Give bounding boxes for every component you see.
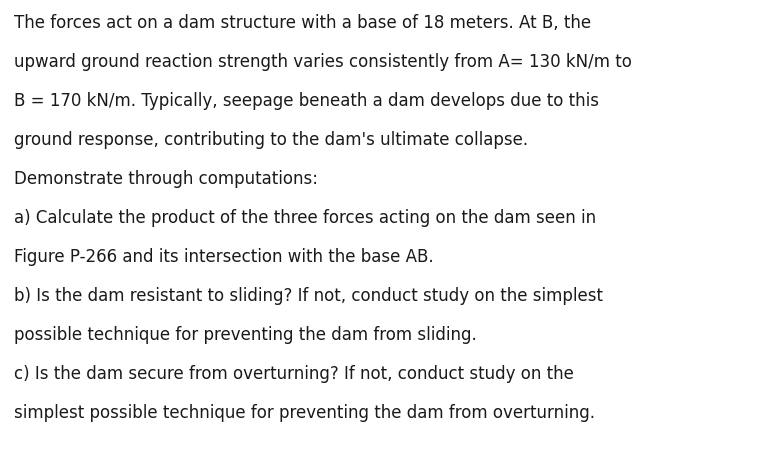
Text: B = 170 kN/m. Typically, seepage beneath a dam develops due to this: B = 170 kN/m. Typically, seepage beneath…	[14, 92, 599, 110]
Text: a) Calculate the product of the three forces acting on the dam seen in: a) Calculate the product of the three fo…	[14, 209, 596, 227]
Text: possible technique for preventing the dam from sliding.: possible technique for preventing the da…	[14, 326, 477, 344]
Text: Figure P-266 and its intersection with the base AB.: Figure P-266 and its intersection with t…	[14, 248, 433, 266]
Text: c) Is the dam secure from overturning? If not, conduct study on the: c) Is the dam secure from overturning? I…	[14, 365, 574, 383]
Text: upward ground reaction strength varies consistently from A= 130 kN/m to: upward ground reaction strength varies c…	[14, 53, 632, 71]
Text: b) Is the dam resistant to sliding? If not, conduct study on the simplest: b) Is the dam resistant to sliding? If n…	[14, 287, 603, 305]
Text: ground response, contributing to the dam's ultimate collapse.: ground response, contributing to the dam…	[14, 131, 528, 149]
Text: Demonstrate through computations:: Demonstrate through computations:	[14, 170, 318, 188]
Text: The forces act on a dam structure with a base of 18 meters. At B, the: The forces act on a dam structure with a…	[14, 14, 591, 32]
Text: simplest possible technique for preventing the dam from overturning.: simplest possible technique for preventi…	[14, 404, 595, 422]
